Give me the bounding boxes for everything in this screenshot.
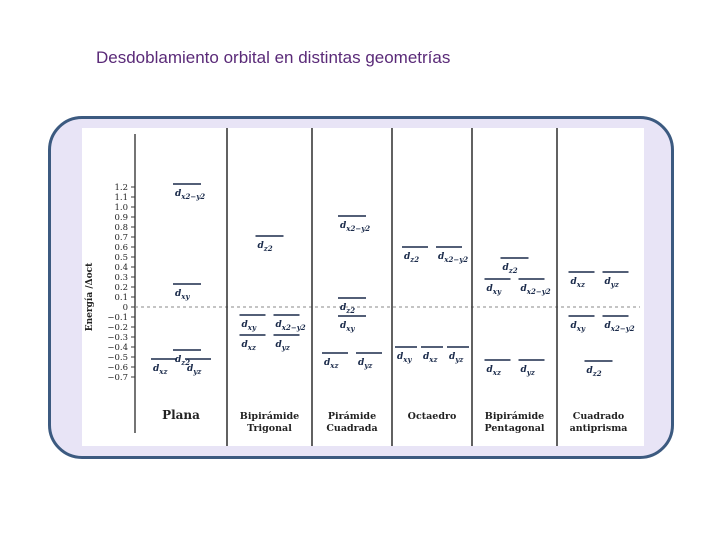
orbital-label: dx2−y2: [521, 284, 551, 296]
orbital-label: dxy: [571, 321, 586, 333]
orbital-label: dyz: [358, 358, 373, 370]
geometry-label: Bipirámide: [485, 411, 544, 422]
orbital-label: dyz: [521, 365, 536, 377]
orbital-label: dz2: [340, 303, 355, 315]
y-tick-label: −0.6: [107, 363, 128, 373]
y-tick-label: −0.2: [107, 323, 128, 333]
geometry-label: Pirámide: [328, 411, 376, 422]
orbital-label: dyz: [449, 352, 464, 364]
y-tick-label: 0.5: [114, 253, 128, 263]
geometry-label: Octaedro: [408, 411, 457, 422]
orbital-label: dxz: [487, 365, 502, 377]
geometry-label: Plana: [162, 408, 200, 422]
page-title: Desdoblamiento orbital en distintas geom…: [96, 48, 451, 67]
orbital-label: dxz: [153, 364, 168, 376]
orbital-label: dxz: [571, 277, 586, 289]
y-tick-label: 0.4: [114, 263, 128, 273]
geometry-label: Cuadrado: [573, 411, 624, 422]
y-tick-label: 0.2: [114, 283, 128, 293]
orbital-label: dyz: [276, 340, 291, 352]
y-tick-label: −0.3: [107, 333, 128, 343]
y-tick-label: 1.1: [114, 193, 128, 203]
y-tick-label: 1.2: [114, 183, 128, 193]
y-tick-label: −0.4: [107, 343, 128, 353]
y-tick-label: 0.3: [114, 273, 128, 283]
orbital-label: dxy: [487, 284, 502, 296]
orbital-label: dz2: [503, 263, 518, 275]
orbital-label: dxy: [175, 289, 190, 301]
geometry-label-line2: Trigonal: [247, 423, 292, 434]
y-tick-label: 0.6: [114, 243, 128, 253]
orbital-label: dxz: [423, 352, 438, 364]
y-tick-label: 0: [123, 303, 128, 313]
geometry-label: Bipirámide: [240, 411, 299, 422]
geometry-label-line2: Cuadrada: [326, 423, 377, 434]
orbital-splitting-diagram: 1.21.11.00.90.80.70.60.50.40.30.20.10−0.…: [82, 128, 644, 446]
orbital-label: dxz: [242, 340, 257, 352]
y-tick-label: 0.9: [114, 213, 128, 223]
orbital-label: dx2−y2: [175, 189, 205, 201]
orbital-label: dz2: [258, 241, 273, 253]
y-tick-label: 0.1: [114, 293, 128, 303]
orbital-label: dxz: [324, 358, 339, 370]
orbital-label: dx2−y2: [438, 252, 468, 264]
y-axis-label: Energía /Δoct: [84, 262, 95, 331]
y-tick-label: −0.7: [107, 373, 128, 383]
y-tick-label: −0.5: [107, 353, 128, 363]
geometry-label-line2: antiprisma: [570, 423, 628, 434]
orbital-label: dxy: [340, 321, 355, 333]
orbital-label: dx2−y2: [340, 221, 370, 233]
orbital-label: dyz: [605, 277, 620, 289]
orbital-label: dxy: [242, 320, 257, 332]
y-tick-label: 1.0: [114, 203, 128, 213]
y-tick-label: −0.1: [107, 313, 128, 323]
y-tick-label: 0.7: [114, 233, 128, 243]
orbital-label: dz2: [175, 355, 190, 367]
orbital-label: dz2: [587, 366, 602, 378]
y-tick-label: 0.8: [114, 223, 128, 233]
orbital-label: dx2−y2: [605, 321, 635, 333]
orbital-label: dz2: [404, 252, 419, 264]
geometry-label-line2: Pentagonal: [484, 423, 544, 434]
orbital-label: dxy: [397, 352, 412, 364]
orbital-label: dyz: [187, 364, 202, 376]
orbital-label: dx2−y2: [276, 320, 306, 332]
